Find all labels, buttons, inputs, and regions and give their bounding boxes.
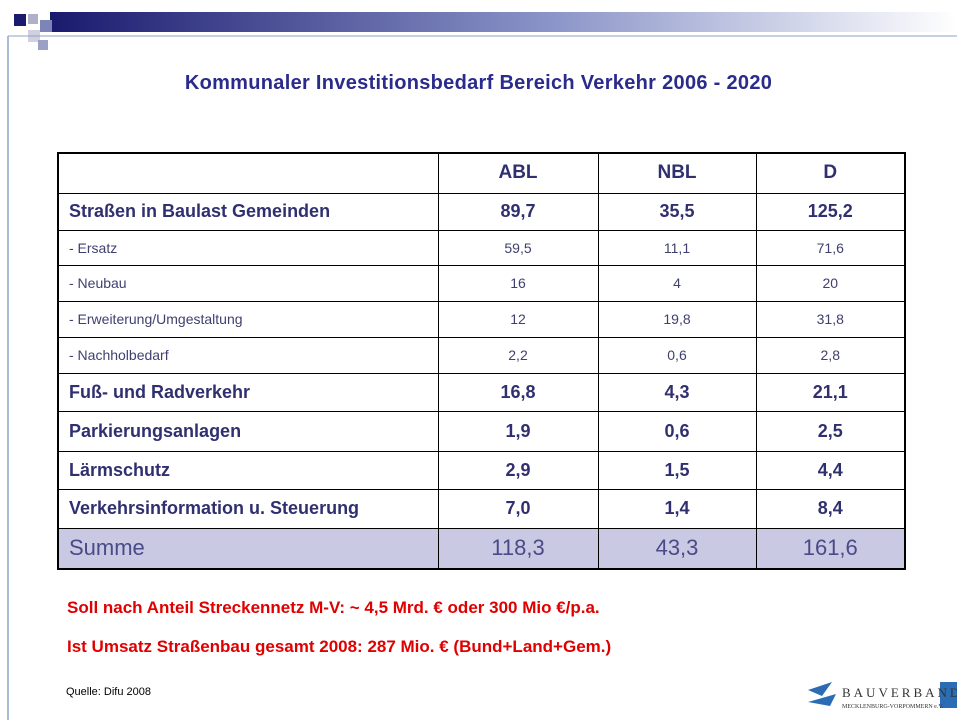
table-row: - Erweiterung/Umgestaltung 12 19,8 31,8	[57, 300, 906, 338]
note: Ist Umsatz Straßenbau gesamt 2008: 287 M…	[67, 637, 612, 656]
cell: 21,1	[755, 372, 906, 412]
cell: 1,5	[597, 450, 757, 490]
row-label: Parkierungsanlagen	[57, 410, 439, 452]
cell: 0,6	[597, 336, 757, 374]
table-row: Fuß- und Radverkehr 16,8 4,3 21,1	[57, 372, 906, 412]
title: Kommunaler Investitionsbedarf Bereich Ve…	[184, 72, 773, 94]
cell: 2,8	[755, 336, 906, 374]
table-row: Verkehrsinformation u. Steuerung 7,0 1,4 8,…	[57, 488, 906, 529]
row-label: Verkehrsinformation u. Steuerung	[57, 488, 439, 529]
cell: 71,6	[755, 229, 906, 266]
row-label: Fuß- und Radverkehr	[57, 372, 439, 412]
cell: 59,5	[437, 229, 599, 266]
column-header: D	[755, 152, 906, 194]
square	[14, 14, 26, 26]
row-label: Summe	[57, 527, 439, 570]
header-row: ABL NBL D	[57, 152, 906, 194]
cell: 125,2	[755, 192, 906, 231]
column-header: NBL	[597, 152, 757, 194]
cell: 4,3	[597, 372, 757, 412]
cell: 0,6	[597, 410, 757, 452]
header-bar	[50, 12, 957, 32]
row-label: - Nachholbedarf	[57, 336, 439, 374]
square	[28, 14, 38, 24]
row-label: Lärmschutz	[57, 450, 439, 490]
cell: 12	[437, 300, 599, 338]
logo-icon	[808, 682, 836, 706]
table-row: Lärmschutz 2,9 1,5 4,4	[57, 450, 906, 490]
cell: 8,4	[755, 488, 906, 529]
table-row: Parkierungsanlagen 1,9 0,6 2,5	[57, 410, 906, 452]
cell: 4,4	[755, 450, 906, 490]
cell: 7,0	[437, 488, 599, 529]
cell: 11,1	[597, 229, 757, 266]
cell: 20	[755, 264, 906, 302]
logo-subtitle: MECKLENBURG-VORPOMMERN e.V.	[842, 704, 944, 710]
table: ABL NBL D Straßen in Baulast Gemeinden 89…	[57, 152, 906, 570]
cell: 31,8	[755, 300, 906, 338]
cell: 161,6	[755, 527, 906, 570]
square	[40, 20, 52, 32]
cell: 1,9	[437, 410, 599, 452]
table-row: - Ersatz 59,5 11,1 71,6	[57, 229, 906, 266]
cell: 2,5	[755, 410, 906, 452]
square	[38, 40, 48, 50]
table-row: - Nachholbedarf 2,2 0,6 2,8	[57, 336, 906, 374]
cell: 4	[597, 264, 757, 302]
cell: 43,3	[597, 527, 757, 570]
cell: 35,5	[597, 192, 757, 231]
row-label: - Erweiterung/Umgestaltung	[57, 300, 439, 338]
row-label: Straßen in Baulast Gemeinden	[57, 192, 439, 231]
column-header: ABL	[437, 152, 599, 194]
logo-square	[940, 682, 957, 708]
cell: 118,3	[437, 527, 599, 570]
cell: 16,8	[437, 372, 599, 412]
cell: 89,7	[437, 192, 599, 231]
row-label: - Neubau	[57, 264, 439, 302]
row-label: - Ersatz	[57, 229, 439, 266]
table-row: - Neubau 16 4 20	[57, 264, 906, 302]
cell: 19,8	[597, 300, 757, 338]
source: Quelle: Difu 2008	[66, 686, 151, 698]
cell: 2,9	[437, 450, 599, 490]
cell: 1,4	[597, 488, 757, 529]
cell: 2,2	[437, 336, 599, 374]
table-row: Straßen in Baulast Gemeinden 89,7 35,5 125,…	[57, 192, 906, 231]
note: Soll nach Anteil Streckennetz M-V: ~ 4,5…	[67, 598, 600, 617]
cell: 16	[437, 264, 599, 302]
table-row: Summe 118,3 43,3 161,6	[57, 527, 906, 570]
logo-name: BAUVERBAND	[842, 685, 957, 700]
